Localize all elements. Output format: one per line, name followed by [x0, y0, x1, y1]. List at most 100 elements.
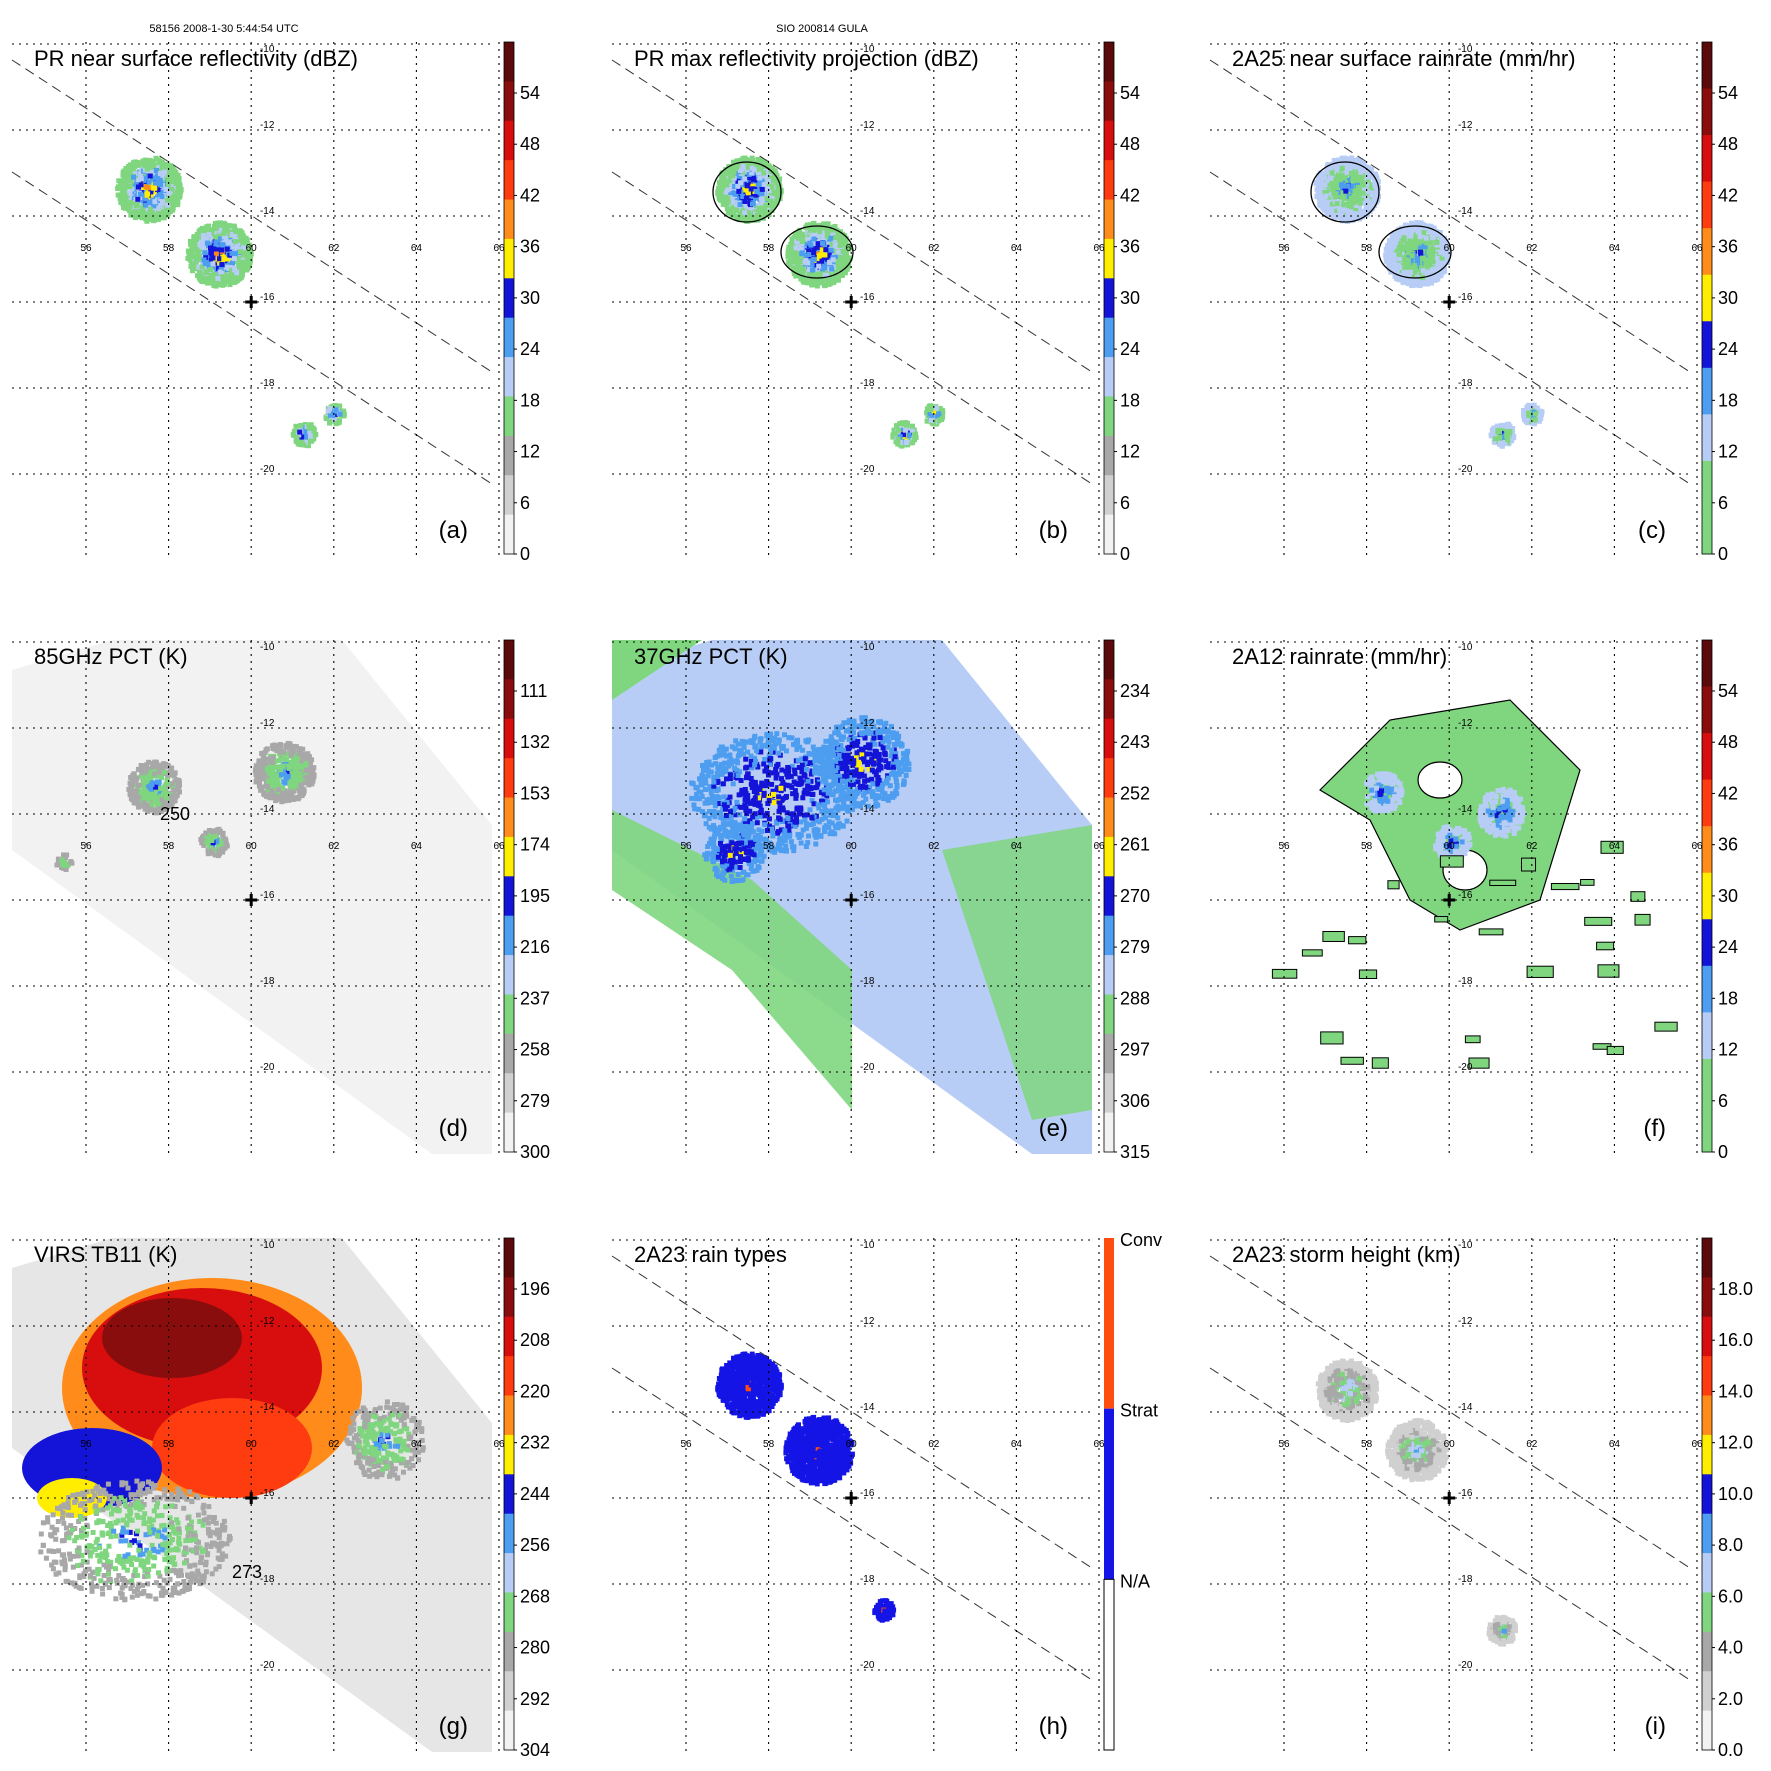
precipitation-field — [1271, 699, 1678, 1069]
colorbar-tick-label: 252 — [1120, 783, 1150, 803]
colorbar-segment — [504, 876, 514, 917]
longitude-label: 64 — [1609, 841, 1621, 852]
colorbar: 234 243 252 261 270 279 288 297 306 315 — [1103, 639, 1150, 1162]
graticule — [1210, 42, 1698, 556]
colorbar-tick-label: 42 — [1718, 185, 1738, 205]
colorbar-segment — [1702, 181, 1712, 229]
latitude-label: -12 — [260, 120, 275, 131]
colorbar-tick-label: 174 — [520, 835, 550, 855]
latitude-label: -12 — [260, 1316, 275, 1327]
colorbar-tick-label: 48 — [1120, 134, 1140, 154]
latitude-label: -12 — [260, 718, 275, 729]
longitude-label: 62 — [1526, 841, 1538, 852]
latitude-label: -16 — [1458, 1488, 1473, 1499]
colorbar-segment — [1702, 1553, 1712, 1593]
colorbar-tick-label: 30 — [1120, 288, 1140, 308]
colorbar-segment — [504, 1395, 514, 1436]
longitude-label: 58 — [163, 1439, 175, 1450]
colorbar-segment — [1702, 1356, 1712, 1397]
latitude-label: -20 — [860, 1660, 875, 1671]
colorbar-segment — [1702, 1592, 1712, 1633]
longitude-label: 60 — [846, 1439, 858, 1450]
colorbar-tick-label: 24 — [1718, 937, 1738, 957]
colorbar-tick-label: 232 — [520, 1433, 550, 1453]
panel-h: 56 58 60 62 64 66 -10 -12 -14 -16 -18 -20 2A23 rain … — [611, 1230, 1162, 1752]
latitude-label: -12 — [860, 1316, 875, 1327]
map-area: 56 58 60 62 64 66 -10 -12 -14 -16 -18 -20 — [1209, 42, 1703, 556]
colorbar-segment — [504, 435, 514, 476]
map-area: 56 58 60 62 64 66 -10 -12 -14 -16 -18 -20 — [611, 42, 1105, 556]
colorbar-tick-label: Conv — [1120, 1230, 1162, 1250]
panel-i: 56 58 60 62 64 66 -10 -12 -14 -16 -18 -20 2A23 storm… — [1209, 1237, 1753, 1760]
latitude-label: -16 — [860, 890, 875, 901]
colorbar-segment — [504, 640, 514, 680]
colorbar-tick-label: 12 — [1718, 1040, 1738, 1060]
colorbar-tick-label: 243 — [1120, 732, 1150, 752]
colorbar-segment — [1104, 238, 1114, 279]
longitude-label: 60 — [1444, 841, 1456, 852]
latitude-label: -14 — [260, 206, 275, 217]
colorbar: 54 48 42 36 30 24 18 12 6 0 — [1701, 41, 1738, 564]
longitude-label: 64 — [1011, 243, 1023, 254]
colorbar-segment — [1702, 1513, 1712, 1554]
panel-title: VIRS TB11 (K) — [34, 1242, 177, 1267]
colorbar-segment — [504, 679, 514, 720]
colorbar-segment — [504, 160, 514, 201]
colorbar-tick-label: 36 — [1120, 237, 1140, 257]
colorbar-tick-label: 315 — [1120, 1142, 1150, 1162]
colorbar-segment — [1104, 475, 1114, 516]
colorbar-tick-label: 195 — [520, 886, 550, 906]
panel-d: 56 58 60 62 64 66 -10 -12 -14 -16 -18 -20 85GHz PCT … — [12, 639, 550, 1162]
latitude-label: -10 — [260, 44, 275, 55]
colorbar-segment — [1104, 357, 1114, 397]
colorbar-tick-label: 306 — [1120, 1091, 1150, 1111]
colorbar-segment — [1702, 1058, 1712, 1106]
colorbar-segment — [1104, 278, 1114, 319]
colorbar-tick-label: 279 — [520, 1091, 550, 1111]
colorbar-segment — [1104, 514, 1114, 555]
colorbar-segment — [1702, 686, 1712, 734]
colorbar-segment — [1104, 640, 1114, 680]
colorbar: 111 132 153 174 195 216 237 258 279 300 — [503, 639, 550, 1162]
colorbar-segment — [1104, 160, 1114, 201]
colorbar-segment — [1104, 797, 1114, 838]
map-area: 56 58 60 62 64 66 -10 -12 -14 -16 -18 -20 — [612, 640, 1105, 1154]
colorbar-segment — [1104, 1238, 1114, 1409]
colorbar-segment — [504, 1434, 514, 1475]
map-area: 56 58 60 62 64 66 -10 -12 -14 -16 -18 -20 — [11, 42, 505, 556]
colorbar-tick-label: 0 — [1120, 544, 1130, 564]
colorbar-tick-label: 132 — [520, 732, 550, 752]
colorbar-segment — [1104, 876, 1114, 917]
latitude-label: -12 — [1458, 718, 1473, 729]
longitude-label: 60 — [246, 243, 258, 254]
longitude-label: 64 — [1609, 243, 1621, 254]
colorbar-segment — [1702, 1710, 1712, 1751]
longitude-label: 64 — [1011, 841, 1023, 852]
colorbar-tick-label: 18 — [1718, 390, 1738, 410]
colorbar-segment — [1104, 1033, 1114, 1074]
colorbar-segment — [1104, 317, 1114, 358]
latitude-label: -18 — [1458, 1574, 1473, 1585]
colorbar-tick-label: 12.0 — [1718, 1433, 1753, 1453]
colorbar-segment — [1702, 1395, 1712, 1436]
colorbar-segment — [504, 120, 514, 161]
longitude-label: 58 — [163, 243, 175, 254]
colorbar-segment — [1702, 367, 1712, 415]
longitude-label: 60 — [846, 841, 858, 852]
panel-title: 2A23 rain types — [634, 1242, 787, 1267]
latitude-label: -18 — [1458, 976, 1473, 987]
longitude-label: 56 — [1278, 243, 1290, 254]
colorbar-tick-label: 270 — [1120, 886, 1150, 906]
map-area: 56 58 60 62 64 66 -10 -12 -14 -16 -18 -20 — [12, 640, 505, 1154]
colorbar: 54 48 42 36 30 24 18 12 6 0 — [1103, 41, 1140, 564]
latitude-label: -12 — [1458, 120, 1473, 131]
latitude-label: -14 — [860, 804, 875, 815]
latitude-label: -10 — [260, 642, 275, 653]
colorbar-segment — [504, 1073, 514, 1114]
panel-title: PR max reflectivity projection (dBZ) — [634, 46, 979, 71]
figure-header-center: SIO 200814 GULA — [776, 23, 868, 35]
colorbar-segment — [1104, 1073, 1114, 1114]
colorbar-tick-label: 24 — [1120, 339, 1140, 359]
longitude-label: 56 — [680, 1439, 692, 1450]
